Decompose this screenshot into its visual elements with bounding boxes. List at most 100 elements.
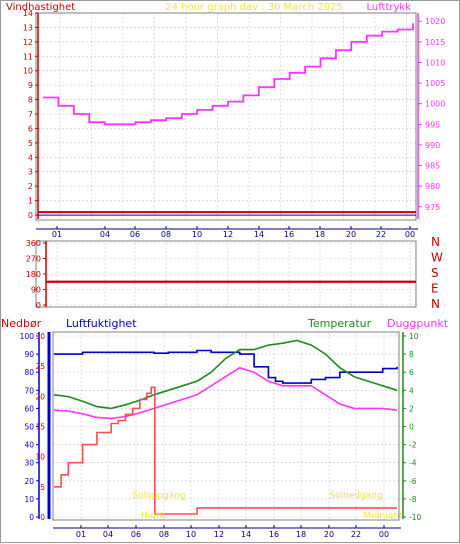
bottom-x-ticks: 01 04 06 08 10 12 14 16 18 20 22 00 — [76, 525, 389, 539]
pressure-label: Lufttrykk — [366, 2, 411, 13]
wind-tick-label: 9 — [28, 81, 33, 90]
humidity-tick-label: 70 — [24, 386, 34, 395]
temperature-tick-label: -4 — [409, 459, 417, 468]
pressure-tick-label: 1010 — [425, 58, 445, 67]
precip-tick-label: 10 — [35, 453, 45, 462]
humidity-axis-ticks: 0 10 20 30 40 50 60 70 80 90 100 — [20, 332, 39, 522]
dewpoint-line — [53, 366, 398, 420]
top-x-ticks: 01 04 06 08 10 12 14 16 18 20 22 00 — [52, 226, 415, 239]
bottom-x-tick-label: 08 — [159, 530, 169, 539]
top-grid — [38, 12, 416, 219]
humidity-line — [54, 349, 398, 384]
compass-label: W — [431, 251, 443, 265]
temperature-tick-label: 2 — [409, 404, 414, 413]
precip-line — [54, 386, 397, 515]
humidity-label: Luftfuktighet — [66, 317, 137, 330]
sunrise-label: Soloppgang — [132, 491, 185, 501]
pressure-tick-label: 990 — [425, 141, 440, 150]
wind-tick-label: 10 — [23, 67, 33, 76]
temperature-tick-label: 8 — [409, 350, 414, 359]
bottom-x-tick-label: 04 — [103, 530, 113, 539]
top-x-tick-label: 12 — [223, 230, 233, 239]
top-x-tick-label: 06 — [130, 230, 140, 239]
direction-tick-label: 180 — [26, 270, 41, 279]
temperature-tick-label: -6 — [409, 477, 417, 486]
compass-label: N — [431, 297, 440, 311]
top-chart-title: 24 hour graph dav : 30 March 2025 — [165, 2, 343, 13]
top-series — [38, 23, 416, 216]
humidity-tick-label: 90 — [24, 350, 34, 359]
direction-tick-label: 0 — [36, 301, 41, 310]
mid-plot-frame — [35, 240, 417, 308]
bottom-x-tick-label: 20 — [324, 530, 334, 539]
bottom-plot-frame — [52, 331, 400, 521]
pressure-tick-label: 995 — [425, 120, 440, 129]
bottom-x-tick-label: 22 — [351, 530, 361, 539]
precip-label: Nedbør — [1, 317, 42, 330]
top-x-tick-label: 08 — [161, 230, 171, 239]
humidity-temperature-chart: Nedbør Luftfuktighet Temperatur Duggpunk… — [1, 317, 449, 539]
pressure-tick-label: 1005 — [425, 79, 445, 88]
wind-tick-label: 6 — [28, 124, 33, 133]
wind-tick-label: 11 — [23, 52, 33, 61]
humidity-tick-label: 80 — [24, 368, 34, 377]
mid-grid — [46, 242, 416, 306]
bottom-x-tick-label: 06 — [131, 530, 141, 539]
pressure-tick-label: 980 — [425, 182, 440, 191]
top-x-tick-label: 10 — [192, 230, 202, 239]
temperature-axis-ticks: -10 -8 -6 -4 -2 0 2 4 6 8 10 — [403, 332, 421, 522]
humidity-tick-label: 50 — [24, 423, 34, 432]
temperature-label: Temperatur — [307, 317, 372, 330]
wind-tick-label: 0 — [28, 211, 33, 220]
direction-tick-label: 360 — [26, 239, 41, 248]
wind-tick-label: 7 — [28, 110, 33, 119]
top-x-tick-label: 20 — [346, 230, 356, 239]
humidity-tick-label: 40 — [24, 441, 34, 450]
precip-tick-label: 30 — [35, 332, 45, 341]
temperature-tick-label: 4 — [409, 386, 414, 395]
precip-tick-label: 20 — [35, 392, 45, 401]
precip-tick-label: 5 — [40, 483, 45, 492]
bottom-series — [53, 339, 398, 515]
compass-label: E — [431, 282, 439, 296]
sunset-label: Solnedgang — [329, 491, 382, 501]
humidity-tick-label: 0 — [29, 513, 34, 522]
wind-tick-label: 13 — [23, 23, 33, 32]
direction-tick-label: 270 — [26, 255, 41, 264]
top-x-tick-label: 14 — [254, 230, 264, 239]
direction-axis-ticks: 0 90 180 270 360 — [26, 239, 46, 310]
temperature-tick-label: 10 — [409, 332, 419, 341]
pressure-tick-label: 1015 — [425, 38, 445, 47]
wind-tick-label: 8 — [28, 96, 33, 105]
temperature-line — [53, 339, 398, 410]
wind-tick-label: 3 — [28, 168, 33, 177]
precip-tick-label: 25 — [35, 362, 45, 371]
pressure-line — [43, 23, 414, 126]
sunset-sublabel: Midnight — [363, 511, 403, 521]
wind-speed-label: Vindhastighet — [6, 2, 75, 13]
bottom-x-tick-label: 00 — [379, 530, 389, 539]
precip-axis-ticks: 0 5 10 15 20 25 30 — [35, 332, 45, 522]
pressure-axis-ticks: 975 980 985 990 995 1000 1005 1010 1015 1020 — [418, 17, 445, 212]
top-x-tick-label: 16 — [284, 230, 294, 239]
top-x-tick-label: 04 — [100, 230, 110, 239]
pressure-tick-label: 985 — [425, 162, 440, 171]
compass-label: N — [431, 235, 440, 249]
humidity-tick-label: 20 — [24, 477, 34, 486]
pressure-tick-label: 1020 — [425, 17, 445, 26]
wind-tick-label: 14 — [23, 9, 33, 18]
humidity-tick-label: 60 — [24, 404, 34, 413]
precip-tick-label: 15 — [35, 423, 45, 432]
wind-tick-label: 2 — [28, 182, 33, 191]
top-plot-frame — [35, 12, 417, 221]
humidity-tick-label: 30 — [24, 459, 34, 468]
dewpoint-label: Duggpunkt — [387, 317, 449, 330]
temperature-tick-label: -8 — [409, 495, 417, 504]
temperature-tick-label: 0 — [409, 423, 414, 432]
wind-tick-label: 5 — [28, 139, 33, 148]
